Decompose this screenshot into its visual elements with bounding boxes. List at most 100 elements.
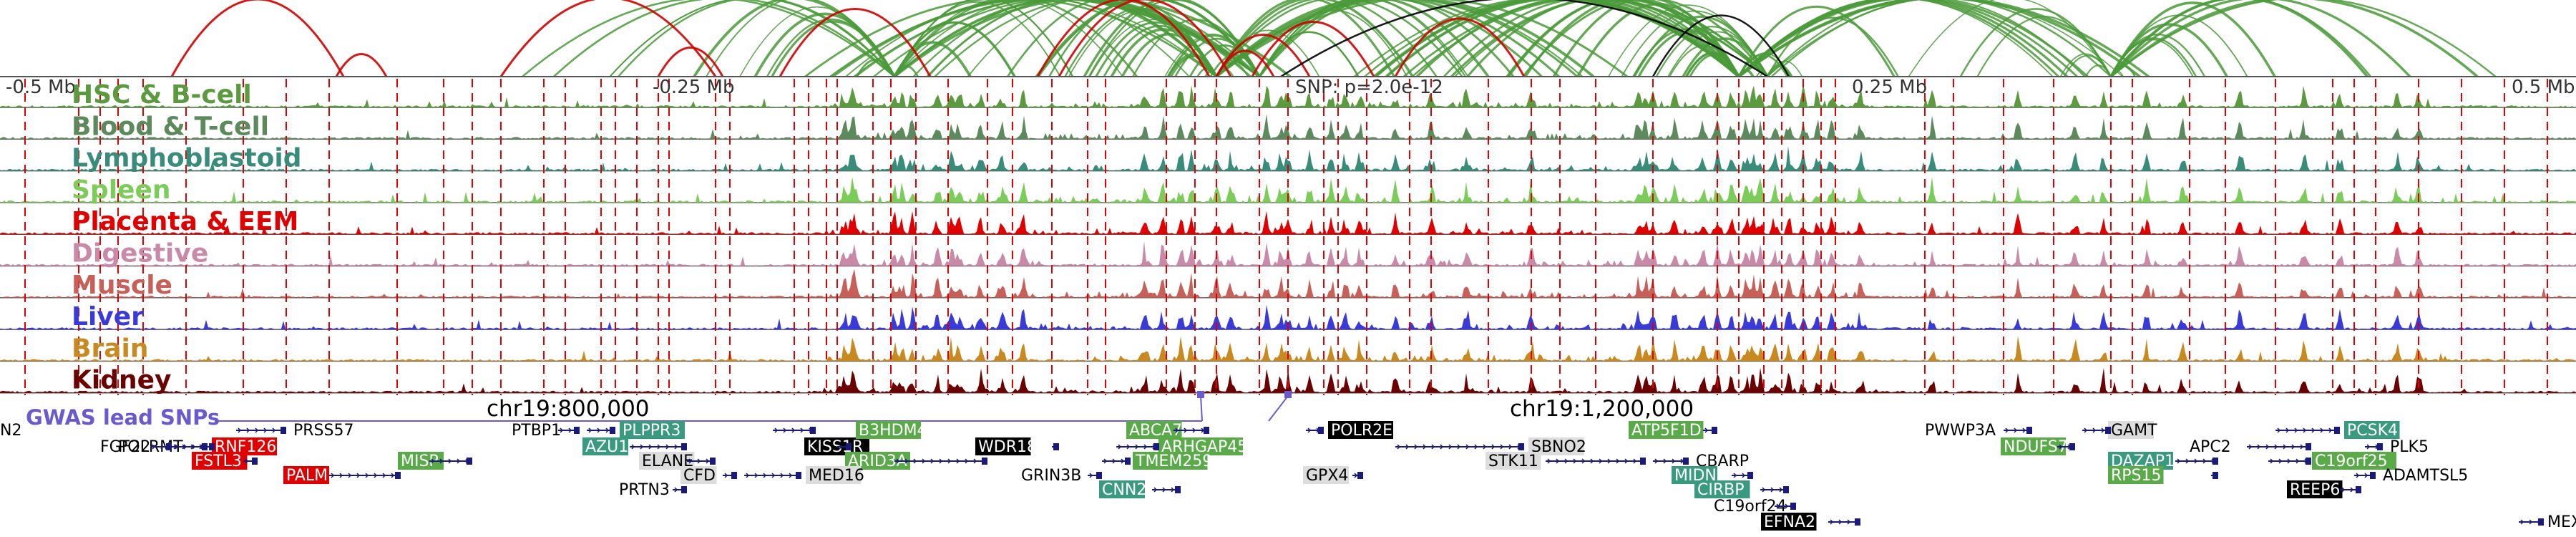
gene-label: MED16 [809, 467, 864, 485]
interaction-arc [926, 0, 1217, 77]
interaction-arc [2109, 0, 2368, 78]
track-label: Liver [72, 302, 144, 332]
interaction-arc [1770, 0, 2112, 77]
interaction-arc [894, 1, 1061, 77]
gene-label: GRIN3B [1021, 467, 1081, 485]
gene-label-box [975, 437, 1031, 455]
interaction-arc [1737, 0, 2150, 78]
interaction-arc [934, 0, 1260, 77]
interaction-arc [1258, 31, 1360, 77]
gene-label-box [2312, 452, 2396, 470]
interaction-arc [1652, 14, 1790, 77]
gene-label: PWWP3A [1925, 422, 1996, 440]
gene-label: C19orf25 [2315, 453, 2388, 470]
interaction-arc [1251, 21, 1375, 77]
track-signal [0, 176, 2576, 203]
interaction-arc [1215, 0, 1414, 77]
gene-label: C19orf24 [1714, 498, 1787, 516]
gene-label: PCSK4 [2347, 422, 2398, 440]
interaction-arc [1633, 15, 1769, 77]
track-label: HSC & B-cell [72, 80, 252, 110]
gene-label-box [2001, 437, 2066, 455]
gene-label: NDUFS7 [2004, 438, 2068, 456]
gene-label-box [1629, 421, 1704, 439]
interaction-arc [1215, 0, 1579, 78]
interaction-arc [1394, 17, 1526, 77]
interaction-arc [1737, 5, 1896, 77]
interaction-arc [1522, 0, 1769, 77]
gene-label: GPX4 [1306, 467, 1348, 485]
interaction-arc [1637, 30, 1740, 77]
interaction-arc [335, 53, 388, 77]
gene-label: PRTN3 [619, 481, 670, 499]
track-signal [0, 146, 2576, 171]
track-label: Digestive [72, 239, 208, 268]
gene-label: GAMT [2111, 422, 2157, 440]
coord-right: chr19:1,200,000 [1510, 396, 1694, 422]
interaction-arc [804, 0, 1217, 78]
interaction-arc [779, 8, 932, 77]
interaction-arc [2109, 0, 2479, 78]
coordinate-row: GWAS lead SNPs chr19:800,000 chr19:1,200… [26, 391, 1694, 430]
interaction-arc [2109, 1, 2276, 77]
gene-label: PRSS57 [293, 422, 353, 440]
interaction-arc [552, 0, 895, 77]
interaction-arc [1280, 0, 1768, 78]
gene-label-box [1303, 466, 1349, 484]
interaction-arc [1215, 0, 1463, 77]
gene-label: RPS15 [2111, 467, 2162, 485]
interaction-arc [894, 0, 1190, 77]
interaction-arc [499, 0, 717, 77]
coord-left: chr19:800,000 [487, 396, 650, 422]
interaction-arc [1088, 0, 1261, 77]
gene-label-box [1694, 480, 1750, 498]
interaction-arc [1450, 0, 1769, 78]
interaction-arc [1443, 0, 1740, 77]
gene-label: B3HDM4 [859, 422, 927, 440]
interaction-arc [1258, 0, 1515, 77]
interaction-arc [657, 47, 724, 77]
gene-label-box [856, 421, 921, 439]
track-label: Brain [72, 334, 148, 363]
interaction-arc [1373, 0, 1740, 78]
track-signal [0, 114, 2576, 140]
interaction-arc [1215, 34, 1311, 77]
interaction-arc [845, 0, 1217, 77]
interaction-arc [1411, 0, 1768, 77]
position-axis: -0.5 Mb -0.25 Mb SNP: p=2.0e-12 0.25 Mb … [0, 76, 2576, 98]
track-label: Blood & T-cell [72, 112, 269, 141]
gene-label-box [1099, 480, 1145, 498]
gene-label-box [1328, 421, 1393, 439]
gene-label: REEP6 [2290, 481, 2340, 499]
gene-label-box [620, 421, 685, 439]
gene-label-box [2108, 466, 2164, 484]
interaction-arc [829, 0, 1260, 78]
gene-label-box [1126, 421, 1182, 439]
interaction-arc [894, 0, 1123, 77]
interaction-arc [618, 0, 895, 77]
interaction-arc [2110, 0, 2497, 77]
tick-label-neg-0-5: -0.5 Mb [6, 77, 76, 98]
gene-label: ABCA7 [1129, 422, 1182, 440]
interaction-arc [1058, 0, 1232, 77]
gene-label: PLPPR3 [623, 422, 680, 440]
track-label: Muscle [72, 271, 172, 300]
interaction-arc [1216, 0, 1629, 78]
gene-label: CFD [683, 467, 716, 485]
gene-label: CIRBP [1697, 481, 1745, 499]
gene-label: POLR2E [1331, 422, 1392, 440]
gene-label: PALM [286, 467, 328, 485]
track-signal [0, 268, 2576, 298]
gene-label: TMEM259 [1135, 453, 1212, 470]
track-label: Lymphoblastoid [72, 144, 302, 173]
gene-label: MEX [2547, 513, 2576, 531]
interaction-arc [967, 0, 1217, 77]
gene-label-box [1485, 452, 1541, 470]
track-label: Spleen [72, 175, 171, 205]
gene-label: WDR18 [978, 438, 1037, 456]
interaction-arc [1737, 0, 2089, 78]
